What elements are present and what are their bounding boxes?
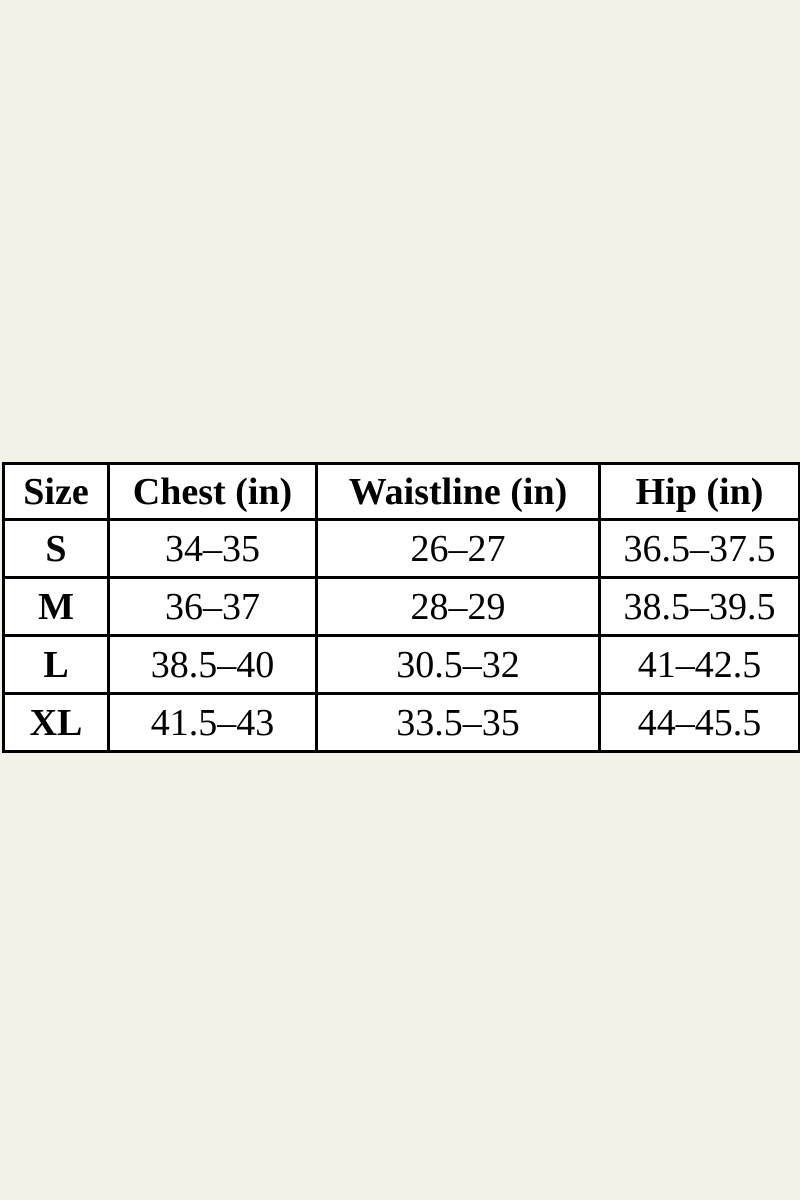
table-row-m: M 36–37 28–29 38.5–39.5	[2, 576, 800, 637]
table-row-l: L 38.5–40 30.5–32 41–42.5	[2, 634, 800, 695]
cell-xl-waistline: 33.5–35	[315, 692, 601, 753]
cell-xl-chest: 41.5–43	[107, 692, 318, 753]
cell-s-hip: 36.5–37.5	[598, 518, 800, 579]
cell-l-chest: 38.5–40	[107, 634, 318, 695]
cell-s-waistline: 26–27	[315, 518, 601, 579]
cell-m-waistline: 28–29	[315, 576, 601, 637]
row-label-m: M	[2, 576, 110, 637]
size-chart-table: Size Chest (in) Waistline (in) Hip (in) …	[2, 462, 800, 753]
column-header-chest: Chest (in)	[107, 462, 318, 521]
row-label-l: L	[2, 634, 110, 695]
cell-l-hip: 41–42.5	[598, 634, 800, 695]
column-header-waistline: Waistline (in)	[315, 462, 601, 521]
cell-m-chest: 36–37	[107, 576, 318, 637]
cell-m-hip: 38.5–39.5	[598, 576, 800, 637]
column-header-size: Size	[2, 462, 110, 521]
table-row-s: S 34–35 26–27 36.5–37.5	[2, 518, 800, 579]
cell-s-chest: 34–35	[107, 518, 318, 579]
cell-l-waistline: 30.5–32	[315, 634, 601, 695]
header-row: Size Chest (in) Waistline (in) Hip (in)	[2, 462, 800, 521]
row-label-xl: XL	[2, 692, 110, 753]
row-label-s: S	[2, 518, 110, 579]
cell-xl-hip: 44–45.5	[598, 692, 800, 753]
column-header-hip: Hip (in)	[598, 462, 800, 521]
table-row-xl: XL 41.5–43 33.5–35 44–45.5	[2, 692, 800, 753]
